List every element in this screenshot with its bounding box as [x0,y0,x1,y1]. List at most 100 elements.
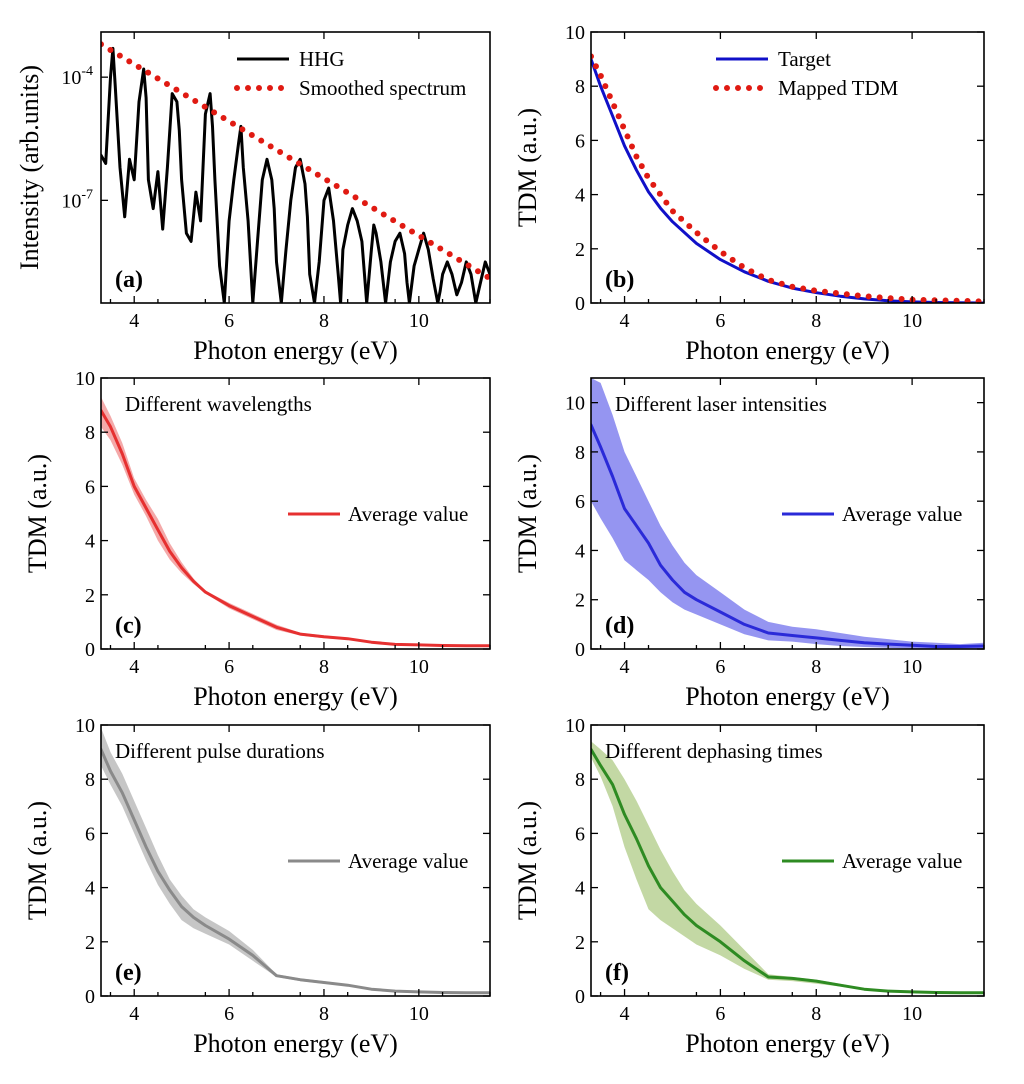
series-line-1 [101,747,490,995]
panel-annotation: Different laser intensities [615,392,827,416]
chart-panel-2: 4 6 8 10 0 2 4 6 8 10 Photon energy (eV) TDM (a.u.)… [513,22,985,365]
y-tick-label: 2 [85,932,95,954]
panel-annotation: Different pulse durations [115,739,325,763]
plot-area [591,741,984,995]
y-tick-label: 2 [575,590,585,612]
y-tick-label: 0 [575,293,585,315]
x-tick-label: 4 [620,656,630,678]
legend-label: Target [778,47,831,71]
x-axis-label: Photon energy (eV) [193,336,398,365]
axis-frame [590,377,985,650]
x-tick-label: 6 [715,310,725,332]
legend-label: Average value [842,849,962,873]
x-tick-label: 4 [129,310,139,332]
y-tick-label: 0 [85,986,95,1008]
panel-label: (d) [605,613,634,639]
chart-panel-6: 4 6 8 10 0 2 4 6 8 10 Photon energy (eV) TDM (a.u.)… [513,715,985,1058]
series-line-2 [101,41,490,282]
y-tick-label: 6 [575,823,585,845]
y-tick-label: 10-7 [61,187,93,212]
y-tick-label: 6 [85,476,95,498]
x-axis-label: Photon energy (eV) [685,1029,890,1058]
y-axis-label: TDM (a.u.) [513,108,542,227]
legend-label: Average value [842,502,962,526]
y-tick-label: 0 [85,639,95,661]
panel-label: (e) [115,960,142,986]
y-tick-label: 4 [85,878,95,900]
plot-area [591,378,984,649]
x-tick-label: 8 [319,310,329,332]
plot-area [101,41,490,303]
x-tick-label: 8 [811,310,821,332]
x-tick-label: 6 [224,1003,234,1025]
x-tick-label: 10 [409,310,429,332]
y-tick-label: 10-4 [61,64,93,89]
plot-area [101,727,490,995]
x-tick-label: 4 [129,1003,139,1025]
axis-frame [100,31,491,304]
y-tick-label: 10 [565,715,585,737]
uncertainty-band [591,741,984,994]
y-tick-label: 2 [85,585,95,607]
panel-label: (c) [115,613,142,639]
plot-area [591,53,984,303]
chart-panel-5: 4 6 8 10 0 2 4 6 8 10 Photon energy (eV) TDM (a.u.)… [23,715,491,1058]
x-tick-label: 6 [715,1003,725,1025]
y-tick-label: 0 [575,639,585,661]
x-tick-label: 8 [811,1003,821,1025]
axis-frame [590,31,985,304]
panel-annotation: Different wavelengths [125,392,312,416]
series-line-1 [101,409,490,648]
x-tick-label: 10 [409,656,429,678]
uncertainty-band [101,727,490,994]
legend-label: Average value [348,502,468,526]
y-axis-label: TDM (a.u.) [23,454,52,573]
panel-annotation: Different dephasing times [605,739,823,763]
chart-panel-1: 4 6 8 10 10-4 10-7 Photon energy (eV) Intensity… [15,31,491,365]
y-tick-label: 10 [565,22,585,44]
y-tick-label: 8 [85,769,95,791]
x-tick-label: 10 [409,1003,429,1025]
series-line-1 [591,423,984,648]
y-tick-label: 10 [565,393,585,415]
y-tick-label: 10 [75,368,95,390]
x-tick-label: 4 [129,656,139,678]
y-axis-label: Intensity (arb.units) [15,65,44,270]
y-tick-label: 6 [575,491,585,513]
legend-label: Average value [348,849,468,873]
x-axis-label: Photon energy (eV) [193,682,398,711]
axis-frame [100,377,491,650]
x-tick-label: 10 [902,656,922,678]
y-tick-label: 6 [575,130,585,152]
x-tick-label: 4 [620,310,630,332]
y-tick-label: 8 [575,442,585,464]
y-tick-label: 2 [575,239,585,261]
chart-panel-4: 4 6 8 10 0 2 4 6 8 10 Photon energy (eV) TDM (a.u.)… [513,377,985,711]
x-tick-label: 8 [319,656,329,678]
x-tick-label: 4 [620,1003,630,1025]
series-line-1 [591,747,984,995]
x-tick-label: 10 [902,1003,922,1025]
panel-label: (f) [605,960,629,986]
y-axis-label: TDM (a.u.) [513,454,542,573]
y-tick-label: 4 [575,540,585,562]
series-line-1 [591,57,984,303]
y-axis-label: TDM (a.u.) [513,801,542,920]
y-tick-label: 4 [85,531,95,553]
x-tick-label: 8 [319,1003,329,1025]
x-tick-label: 10 [902,310,922,332]
y-tick-label: 10 [75,715,95,737]
y-tick-label: 6 [85,823,95,845]
x-tick-label: 6 [224,310,234,332]
x-tick-label: 6 [224,656,234,678]
panel-label: (b) [605,267,634,293]
uncertainty-band [591,378,984,649]
axis-frame [100,724,491,997]
y-tick-label: 4 [575,878,585,900]
legend-label: Mapped TDM [778,76,899,100]
panel-label: (a) [115,267,143,293]
x-tick-label: 6 [715,656,725,678]
x-axis-label: Photon energy (eV) [685,682,890,711]
plot-area [101,397,490,648]
